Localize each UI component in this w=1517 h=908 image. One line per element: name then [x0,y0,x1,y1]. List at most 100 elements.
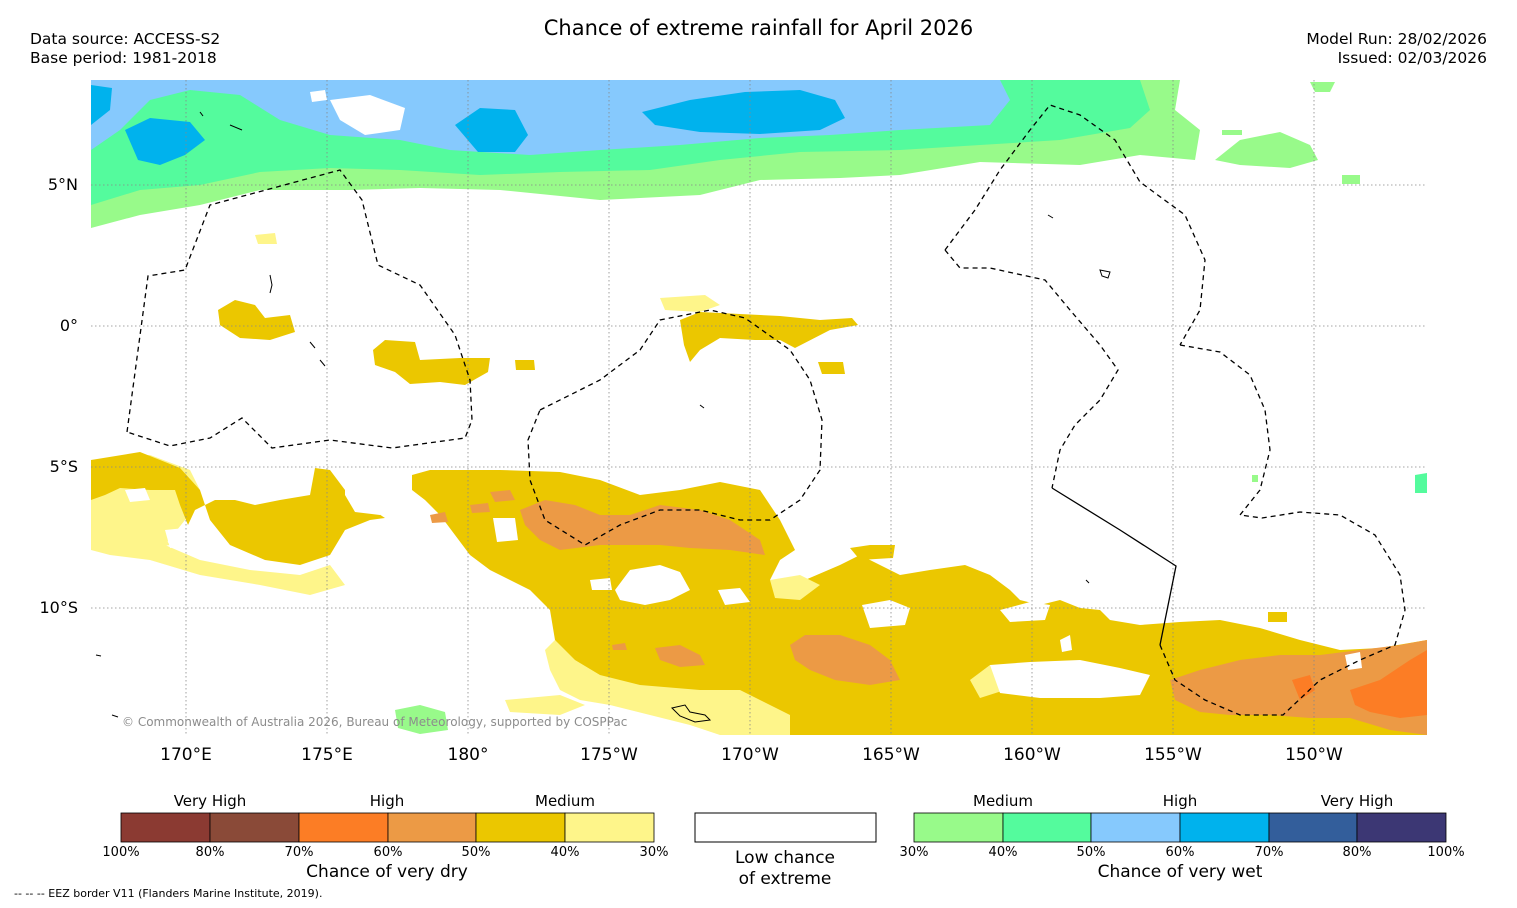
low-hole-s10 [1060,635,1072,652]
lat-label-0: 0° [59,316,78,335]
wet-field-60b [455,108,528,152]
dry-field-30-g [770,575,820,600]
low-chance-swatch [694,812,877,843]
islands [95,111,1111,723]
low-hole-s12 [1000,602,1050,622]
low-chance-line1: Low chance [735,848,835,868]
graticule [91,80,1427,735]
wet-field-30-s4 [1222,130,1242,135]
low-hole-n2 [310,90,327,102]
lon-label-155w: 155°W [1144,745,1202,765]
model-run: Model Run: 28/02/2026 [1306,30,1487,48]
wet-swatch-6 [1356,812,1447,843]
lon-label-170e: 170°E [160,745,212,765]
wet-field-30-s2 [1252,475,1258,482]
dry-caption: Chance of very dry [306,862,468,882]
dry-swatch-2 [209,812,300,843]
lat-label-10s: 10°S [39,598,78,617]
wet-tick-40: 40% [988,845,1018,860]
data-source: Data source: ACCESS-S2 [30,30,221,48]
dry-field-40-b [373,340,490,385]
wet-field-30-s [395,705,448,734]
data-info: Data source: ACCESS-S2 Base period: 1981… [30,30,220,68]
dry-field-40-g [515,360,535,370]
wet-field-60d [91,85,112,125]
wet-colorbar [913,812,1447,843]
dry-tier-very-high: Very High [173,792,247,810]
dry-swatch-4 [387,812,477,843]
dry-tier-high: High [369,792,405,810]
dry-field-30-main [545,640,790,735]
dry-field-30-d [660,295,720,312]
dry-field-50-d [470,503,490,513]
lon-label-160w: 160°W [1003,745,1061,765]
dry-colorbar [120,812,655,843]
dry-field-50-b [520,500,765,555]
dry-field-50-e [655,645,705,667]
dry-tick-70: 70% [284,845,314,860]
dry-field-50-a [490,490,515,502]
dry-field-40-e [680,312,858,362]
base-period: Base period: 1981-2018 [30,49,217,67]
wet-swatch-1 [913,812,1004,843]
dry-tick-60: 60% [373,845,403,860]
dry-swatch-6 [564,812,655,843]
lat-label-5n: 5°N [47,175,78,194]
low-hole-s2 [165,528,190,548]
lon-label-175w: 175°W [580,745,638,765]
dry-field-60-b [1292,675,1315,700]
wet-field-40-s [1415,473,1427,493]
dry-field-50-c [430,512,448,523]
lon-label-165w: 165°W [862,745,920,765]
wet-field-30-s3 [1342,175,1360,184]
low-hole-s7 [718,588,750,605]
wet-tick-50: 50% [1076,845,1106,860]
wet-tier-medium: Medium [973,792,1033,810]
wet-field-30c [1310,82,1335,92]
dry-field-30-f [505,695,585,715]
wet-tick-60: 60% [1165,845,1195,860]
lon-label-150w: 150°W [1285,745,1343,765]
issued-date: Issued: 02/03/2026 [1337,49,1487,67]
dry-tick-80: 80% [195,845,225,860]
wet-swatch-2 [1002,812,1092,843]
wet-caption: Chance of very wet [1097,862,1263,882]
low-hole-s1 [125,488,150,502]
low-hole-s5 [590,578,612,590]
wet-field-60a [125,118,205,165]
low-hole-n1 [330,95,405,135]
low-hole-s8 [862,600,910,628]
eez-border-note: -- -- -- EEZ border V11 (Flanders Marine… [14,887,323,900]
dry-field-50-f [612,643,627,650]
wet-field-30b [1215,132,1318,168]
low-hole-s3 [345,478,390,515]
dry-field-40-s [91,452,385,565]
dry-field-40-a [218,300,295,340]
dry-field-40-f [818,362,845,374]
map-fields [91,80,1427,735]
dry-tick-30: 30% [639,845,669,860]
low-hole-s9 [990,660,1150,698]
eez-borders [126,104,1406,716]
wet-tick-70: 70% [1254,845,1284,860]
lon-label-170w: 170°W [721,745,779,765]
lat-label-5s: 5°S [49,457,78,476]
dry-field-30-s2 [91,500,170,550]
dry-swatch-5 [475,812,566,843]
dry-tier-medium: Medium [535,792,595,810]
dry-tick-50: 50% [461,845,491,860]
maritime-boundary [1051,487,1177,646]
dry-swatch-1 [120,812,211,843]
low-hole-s4 [493,518,518,542]
low-chance-line2: of extreme [738,869,832,889]
wet-tick-100: 100% [1427,845,1465,860]
dry-field-40-i [1268,612,1287,622]
dry-field-40-h [850,545,895,560]
copyright-notice: © Commonwealth of Australia 2026, Bureau… [122,715,628,729]
dry-field-50-g [790,635,900,685]
dry-tick-100: 100% [102,845,140,860]
wet-tier-very-high: Very High [1320,792,1394,810]
low-hole-s11 [1345,652,1362,670]
dry-swatch-3 [298,812,389,843]
